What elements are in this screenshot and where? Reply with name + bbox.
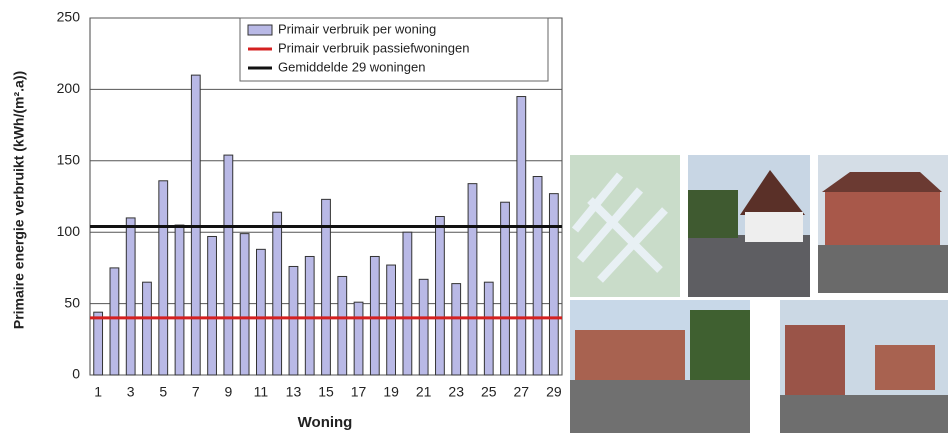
bar — [223, 154, 234, 376]
x-tick-label: 27 — [514, 384, 530, 400]
legend-label: Primair verbruik per woning — [278, 21, 436, 36]
y-tick-label: 100 — [57, 223, 81, 239]
bar — [288, 265, 299, 376]
y-tick-label: 50 — [64, 294, 80, 310]
bar — [272, 211, 283, 376]
y-tick-label: 0 — [72, 366, 80, 382]
bar — [500, 201, 510, 376]
bar — [548, 193, 559, 376]
x-tick-label: 3 — [127, 384, 135, 400]
bar — [321, 198, 331, 376]
x-tick-label: 19 — [383, 384, 399, 400]
bar — [158, 180, 169, 376]
map-streets — [571, 172, 668, 283]
y-axis-label: Primaire energie verbruikt (kWh/(m².a)) — [11, 71, 27, 329]
bar — [451, 283, 462, 376]
bar — [109, 267, 120, 376]
legend-swatch — [247, 24, 273, 36]
bar — [304, 255, 315, 376]
bar — [369, 255, 380, 376]
bar — [239, 233, 250, 376]
bar — [386, 264, 396, 376]
bar — [174, 224, 185, 376]
x-tick-label: 7 — [192, 384, 200, 400]
house-roof — [740, 170, 805, 215]
bar — [125, 217, 136, 376]
x-tick-label: 15 — [318, 384, 334, 400]
house-wall — [875, 345, 935, 390]
bar — [93, 311, 104, 376]
y-tick-label: 250 — [57, 9, 81, 25]
bar — [353, 301, 364, 376]
house-row — [575, 330, 685, 380]
x-tick-label: 21 — [416, 384, 432, 400]
trees — [688, 190, 738, 238]
street-road — [688, 235, 810, 297]
bar — [418, 278, 429, 376]
street-road — [818, 245, 948, 293]
x-tick-label: 9 — [224, 384, 232, 400]
x-tick-label: 13 — [286, 384, 302, 400]
photos — [570, 155, 948, 433]
legend-label: Primair verbruik passiefwoningen — [278, 40, 469, 55]
bar — [532, 176, 543, 376]
house-wall — [745, 212, 803, 242]
bar — [516, 96, 527, 376]
y-tick-label: 200 — [57, 80, 81, 96]
x-tick-label: 29 — [546, 384, 562, 400]
house-wall — [825, 190, 940, 245]
house-roof — [822, 172, 942, 192]
x-tick-label: 11 — [254, 384, 269, 400]
legend-label: Gemiddelde 29 woningen — [278, 59, 425, 74]
y-tick-label: 150 — [57, 152, 81, 168]
street-road — [570, 380, 750, 433]
legend-box — [239, 17, 549, 82]
x-tick-label: 5 — [159, 384, 167, 400]
bar — [467, 183, 478, 376]
house-wall — [785, 325, 845, 395]
bar — [207, 235, 217, 376]
x-tick-label: 17 — [351, 384, 367, 400]
bar — [483, 281, 494, 376]
x-axis-label: Woning — [298, 414, 353, 431]
map-photo — [570, 155, 680, 297]
x-tick-label: 23 — [448, 384, 464, 400]
x-tick-label: 1 — [94, 384, 102, 400]
bar — [435, 215, 445, 376]
trees — [690, 310, 750, 380]
bar — [402, 231, 413, 376]
bar — [142, 281, 152, 376]
bar — [337, 275, 348, 376]
street-road — [780, 395, 948, 433]
bar — [256, 248, 266, 376]
x-tick-label: 25 — [481, 384, 497, 400]
